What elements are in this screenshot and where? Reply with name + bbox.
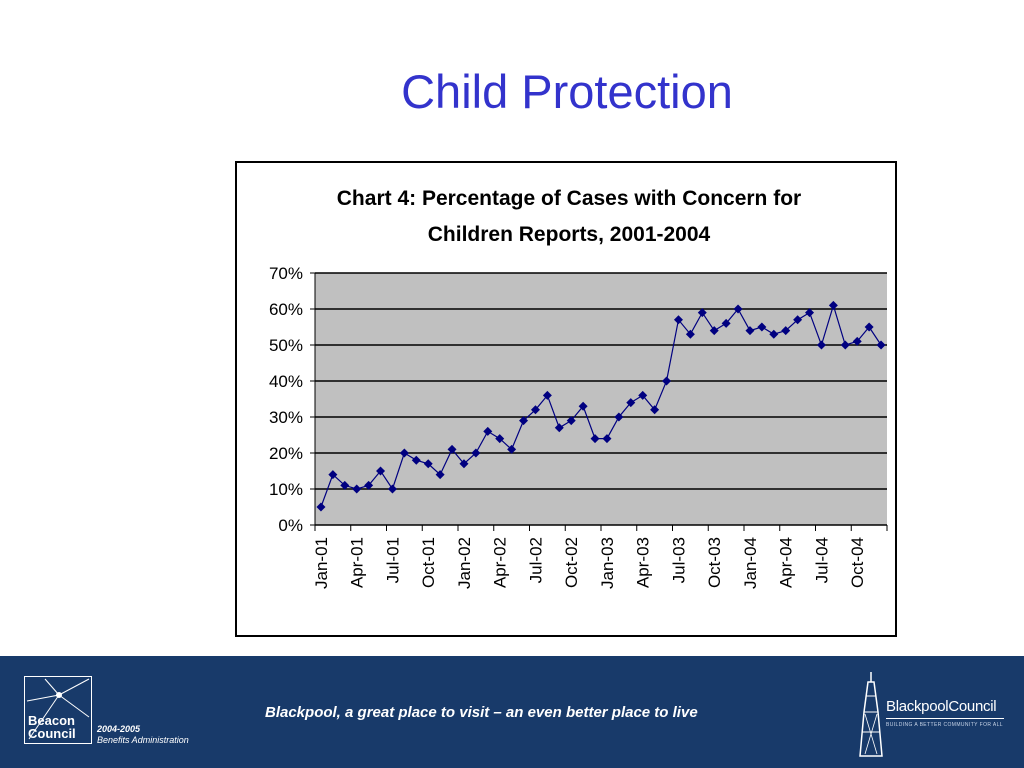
data-point [828,300,838,310]
x-tick-label: Apr-01 [348,537,367,588]
x-tick-label: Jan-03 [598,537,617,589]
beacon-line2: Council [28,726,76,741]
data-point [316,502,326,512]
data-point [769,329,779,339]
x-tick-label: Jul-01 [383,537,402,583]
chart-frame: Chart 4: Percentage of Cases with Concer… [235,161,897,637]
data-point [495,434,505,444]
data-point [662,376,672,386]
data-point [447,444,457,454]
x-tick-label: Jul-04 [812,537,831,583]
data-point [793,315,803,325]
data-point [352,484,362,494]
x-tick-label: Oct-04 [848,537,867,588]
data-point [387,484,397,494]
y-tick-label: 30% [269,408,303,427]
x-tick-label: Apr-02 [491,537,510,588]
x-tick-label: Jan-02 [455,537,474,589]
data-point [805,308,815,318]
data-point [697,308,707,318]
y-tick-label: 60% [269,300,303,319]
data-point [840,340,850,350]
y-tick-label: 20% [269,444,303,463]
beacon-logo-box [24,676,92,744]
data-point [471,448,481,458]
data-point [816,340,826,350]
y-tick-label: 0% [278,516,303,535]
data-point [626,398,636,408]
beacon-line1: Beacon [28,713,75,728]
blackpool-tower-icon [859,672,883,757]
data-point [399,448,409,458]
y-tick-label: 50% [269,336,303,355]
beacon-year: 2004-2005 [97,724,141,734]
data-point [733,304,743,314]
data-point [364,480,374,490]
footer-tagline: Blackpool, a great place to visit – an e… [265,704,698,721]
data-point [721,318,731,328]
x-tick-label: Jan-04 [741,537,760,589]
x-tick-label: Jan-01 [312,537,331,589]
data-point [483,426,493,436]
plot-area [315,273,887,525]
chart-title-line2: Children Reports, 2001-2004 [428,223,711,246]
data-point [542,390,552,400]
data-point [423,459,433,469]
x-tick-label: Apr-04 [777,537,796,588]
beacon-logo-text: Beacon Council [28,714,76,740]
data-point [876,340,886,350]
x-tick-label: Oct-03 [705,537,724,588]
data-point [709,326,719,336]
council-logo-rule [886,718,1004,719]
data-point [530,405,540,415]
blackpool-council-motto: BUILDING A BETTER COMMUNITY FOR ALL [886,722,1003,728]
x-tick-label: Apr-03 [634,537,653,588]
data-point [590,434,600,444]
data-point [864,322,874,332]
data-point [566,416,576,426]
data-point [852,336,862,346]
data-point [376,466,386,476]
x-tick-label: Oct-01 [419,537,438,588]
data-point [602,434,612,444]
y-tick-label: 70% [269,264,303,283]
data-point [614,412,624,422]
data-point [781,326,791,336]
slide-title: Child Protection [401,65,733,118]
data-point [745,326,755,336]
beacon-star-icon [26,678,90,740]
x-tick-label: Jul-03 [669,537,688,583]
data-point [554,423,564,433]
data-point [459,459,469,469]
footer-bar: Beacon Council 2004-2005 Benefits Admini… [0,656,1024,768]
data-point [507,444,517,454]
data-point [411,455,421,465]
x-tick-label: Oct-02 [562,537,581,588]
data-point [435,470,445,480]
y-tick-label: 40% [269,372,303,391]
data-point [519,416,529,426]
blackpool-council-logo-text: BlackpoolCouncil [886,698,997,715]
data-point [578,401,588,411]
data-point [757,322,767,332]
beacon-subtitle: Benefits Administration [97,735,189,745]
data-point [638,390,648,400]
line-chart: Chart 4: Percentage of Cases with Concer… [269,187,888,589]
x-tick-label: Jul-02 [526,537,545,583]
data-point [650,405,660,415]
data-point [673,315,683,325]
chart-title-line1: Chart 4: Percentage of Cases with Concer… [337,187,801,210]
y-tick-label: 10% [269,480,303,499]
data-point [685,329,695,339]
data-point [328,470,338,480]
data-point [340,480,350,490]
